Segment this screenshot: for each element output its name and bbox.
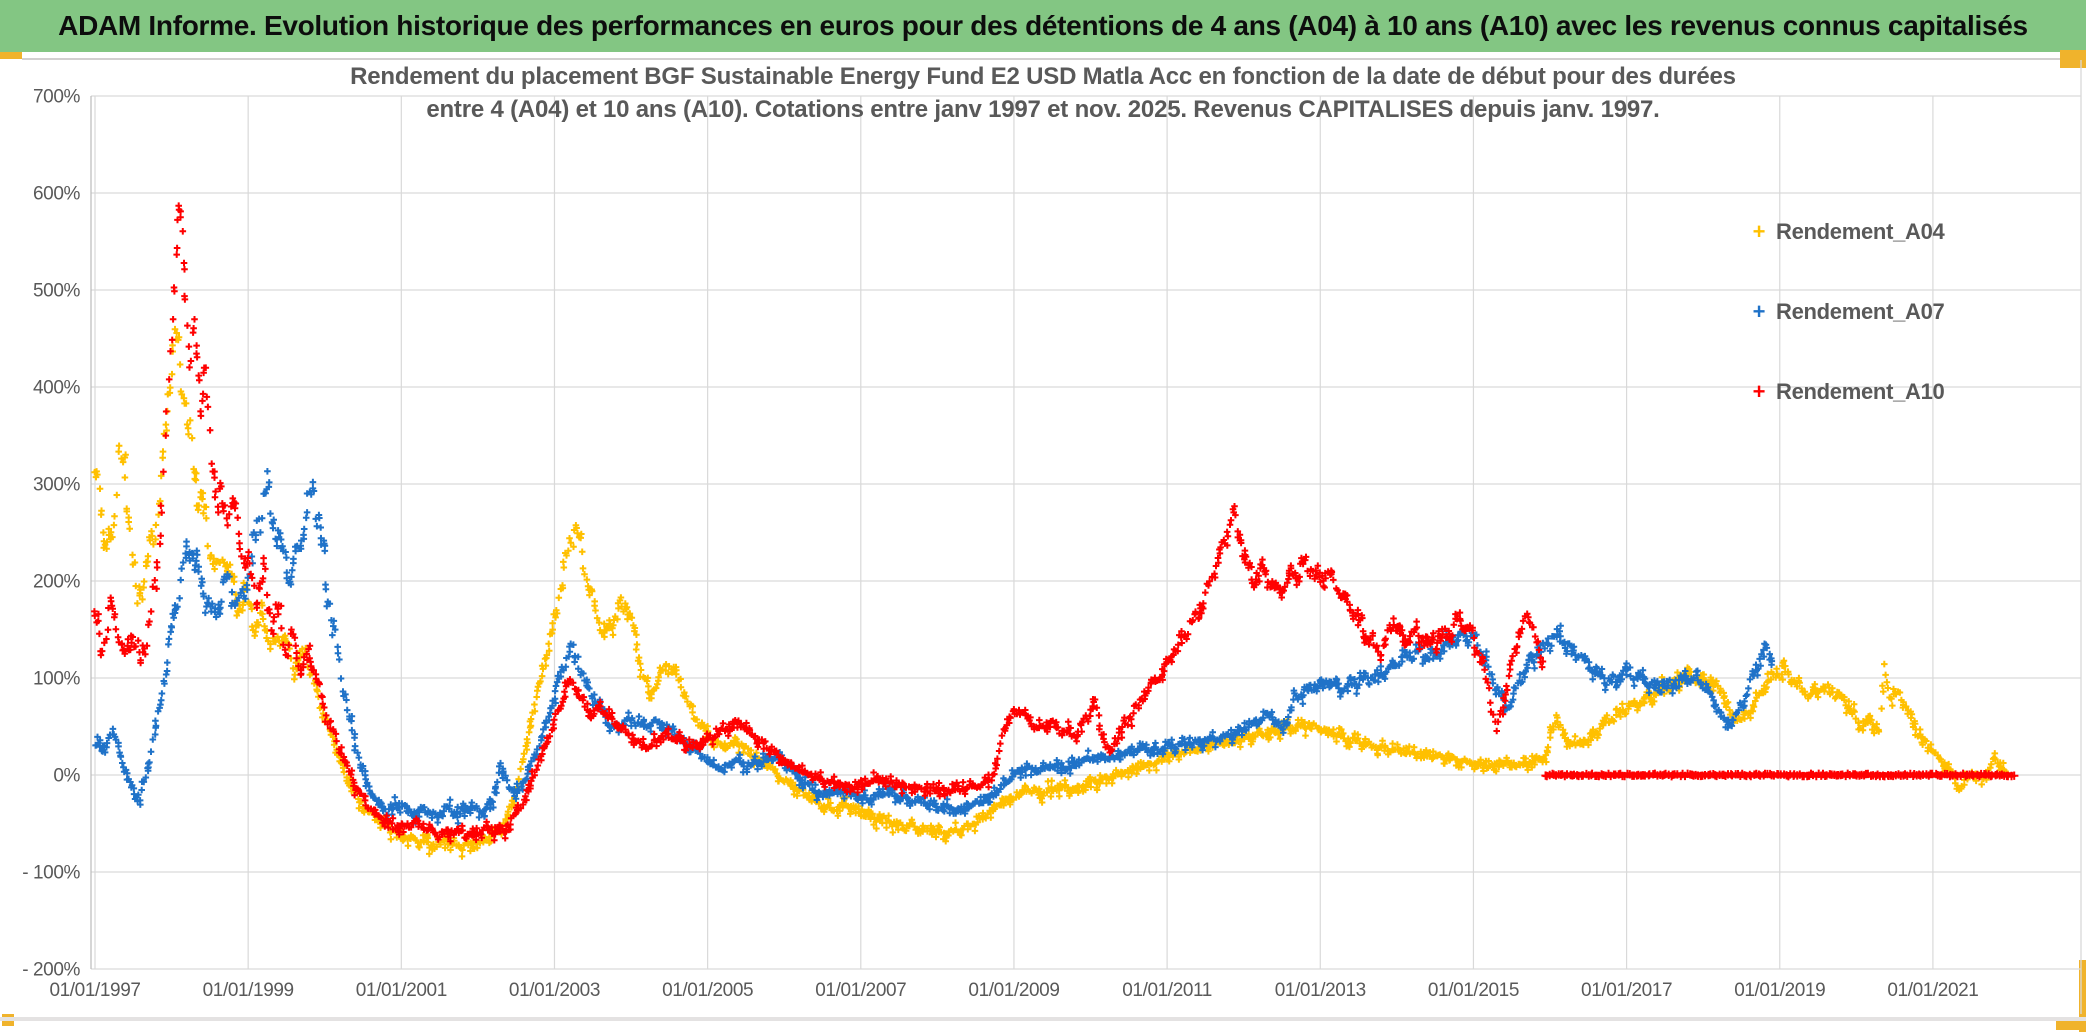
accent-bottom-right-horizontal [2056,1018,2086,1030]
y-tick-label: 600% [33,184,81,205]
y-tick-label: 100% [33,669,81,690]
x-tick-label: 01/01/2007 [815,980,906,1001]
y-tick-label: 300% [33,475,81,496]
axis-labels: 700% 600% 500% 400% 300% 200% 100% 0% - 100% - 20… [22,87,1979,1002]
x-tick-label: 01/01/2019 [1734,980,1825,1001]
chart-title-line1: Rendement du placement BGF Sustainable E… [350,63,1736,90]
y-tick-label: 0% [53,766,80,787]
legend-item-a04[interactable]: + Rendement_A04 [1742,192,2022,272]
x-tick-label: 01/01/2001 [356,980,447,1001]
legend-label-a07: Rendement_A07 [1776,299,1945,324]
accent-top-right [2060,50,2086,68]
bottom-strip [0,1017,2086,1021]
x-tick-label: 01/01/2005 [662,980,753,1001]
y-tick-label: 200% [33,572,81,593]
divider-line [22,58,2060,60]
chart-title: Rendement du placement BGF Sustainable E… [0,60,2086,126]
y-tick-label: 700% [33,87,81,108]
plus-marker-a10-icon: + [1752,379,1766,404]
x-tick-label: 01/01/2021 [1887,980,1978,1001]
plus-marker-a04-icon: + [1752,219,1766,244]
x-tick-label: 01/01/2013 [1275,980,1366,1001]
legend-label-a10: Rendement_A10 [1776,379,1945,404]
legend-label-a04: Rendement_A04 [1776,219,1945,244]
legend: + Rendement_A04 + Rendement_A07 + Rendem… [1742,192,2022,432]
accent-top-left [0,52,22,59]
y-tick-label: 400% [33,378,81,399]
gridlines [90,60,2082,1014]
series-points-rendement_a07 [92,468,1776,827]
legend-item-a07[interactable]: + Rendement_A07 [1742,272,2022,352]
plus-marker-a07-icon: + [1752,299,1766,324]
y-tick-label: - 200% [22,960,80,981]
x-tick-label: 01/01/1999 [203,980,294,1001]
y-tick-label: - 100% [22,863,80,884]
chart-title-line2: entre 4 (A04) et 10 ans (A10). Cotations… [426,96,1660,123]
accent-bottom-right-vertical [2079,960,2086,1032]
x-tick-label: 01/01/1997 [49,980,140,1001]
x-tick-label: 01/01/2011 [1122,980,1212,1001]
series-points-rendement_a10 [91,202,2019,845]
x-tick-label: 01/01/2009 [968,980,1059,1001]
banner-title: ADAM Informe. Evolution historique des p… [0,0,2086,52]
y-tick-label: 500% [33,281,81,302]
x-tick-label: 01/01/2003 [509,980,600,1001]
series-points-rendement_a04 [91,325,2009,860]
x-tick-label: 01/01/2017 [1581,980,1672,1001]
x-tick-label: 01/01/2015 [1428,980,1519,1001]
legend-item-a10[interactable]: + Rendement_A10 [1742,352,2022,432]
